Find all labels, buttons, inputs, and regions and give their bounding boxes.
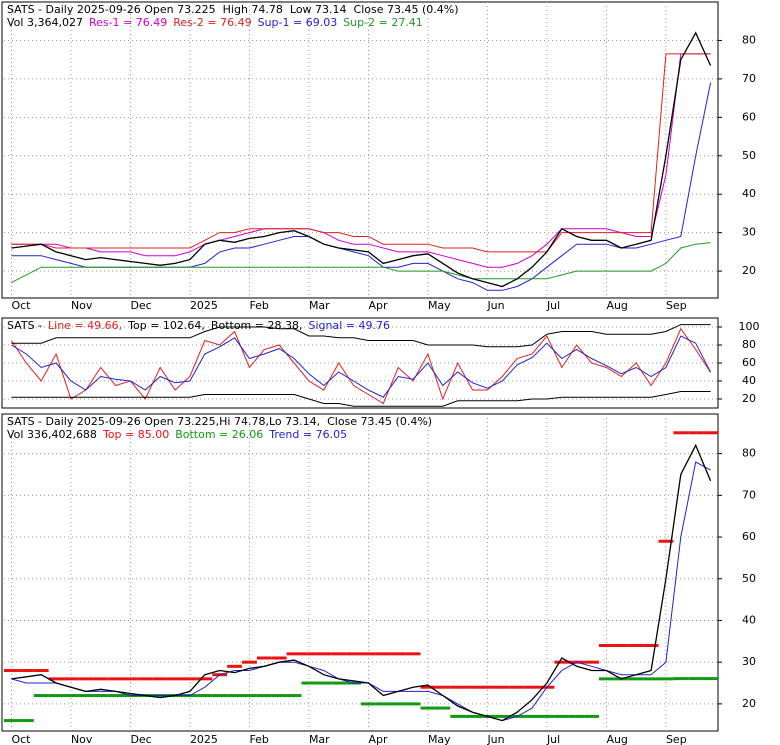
x-tick-label: Feb <box>249 733 268 745</box>
y-tick-label: 80 <box>742 338 756 351</box>
x-tick-label: Sep <box>666 299 687 312</box>
series-line <box>11 53 711 253</box>
legend-entry: Sup-1 = 69.03 <box>257 16 338 29</box>
legend-entry: Sup-2 = 27.41 <box>343 16 423 29</box>
x-tick-label: 2025 <box>190 733 218 745</box>
series-line <box>10 327 712 405</box>
series-line <box>11 461 711 722</box>
header-row: SATS - Daily 2025-09-26 Open 73.225 High… <box>7 3 465 16</box>
panel-header: SATS - Daily 2025-09-26 Open 73.225,Hi 7… <box>7 415 438 441</box>
y-tick-label: 80 <box>742 33 756 46</box>
x-tick-label: Aug <box>606 733 627 745</box>
y-tick-label: 20 <box>742 264 756 277</box>
series-line <box>11 53 711 268</box>
y-tick-label: 70 <box>742 72 756 85</box>
panel-frame <box>1 1 719 299</box>
x-tick-label: Jul <box>546 733 560 745</box>
legend-entry: Bottom = 28.38, <box>210 319 303 332</box>
x-tick-label: Dec <box>130 733 151 745</box>
x-tick-label: Oct <box>11 733 31 745</box>
x-tick-label: Nov <box>71 299 93 312</box>
legend-entry: Trend = 76.05 <box>269 428 348 441</box>
y-tick-label: 70 <box>742 488 756 501</box>
y-tick-label: 30 <box>742 226 756 239</box>
y-tick-label: 50 <box>742 572 756 585</box>
header-row: Vol 336,402,688 Top = 85.00 Bottom = 26.06… <box>7 428 438 441</box>
panel-header: SATS - Line = 49.66, Top = 102.64, Bottom =… <box>7 319 396 332</box>
header-title: SATS - Daily 2025-09-26 Open 73.225 High… <box>7 3 459 16</box>
header-subtitle: Vol 336,402,688 <box>7 428 97 441</box>
legend-entry: Signal = 49.76 <box>308 319 390 332</box>
y-tick-label: 20 <box>742 697 756 710</box>
x-tick-label: May <box>428 299 451 312</box>
x-tick-label: Dec <box>130 299 151 312</box>
header-row: SATS - Daily 2025-09-26 Open 73.225,Hi 7… <box>7 415 438 428</box>
legend-entry: Line = 49.66, <box>48 319 123 332</box>
legend-entry: Res-2 = 76.49 <box>173 16 252 29</box>
x-tick-label: Apr <box>368 299 388 312</box>
x-tick-label: May <box>428 733 451 745</box>
x-tick-label: Apr <box>368 733 388 745</box>
y-tick-label: 40 <box>742 613 756 626</box>
y-tick-label: 60 <box>742 530 756 543</box>
header-title: SATS - <box>7 319 43 332</box>
panel-header: SATS - Daily 2025-09-26 Open 73.225 High… <box>7 3 465 29</box>
y-tick-label: 50 <box>742 149 756 162</box>
y-tick-label: 60 <box>742 356 756 369</box>
y-tick-label: 30 <box>742 655 756 668</box>
x-tick-label: Jul <box>546 299 560 312</box>
header-row: Vol 3,364,027 Res-1 = 76.49 Res-2 = 76.49 S… <box>7 16 465 29</box>
series-line <box>11 391 711 407</box>
y-tick-label: 100 <box>739 320 760 333</box>
x-tick-label: 2025 <box>190 299 218 312</box>
y-tick-label: 40 <box>742 374 756 387</box>
x-tick-label: Sep <box>666 733 687 745</box>
x-tick-label: Jun <box>486 299 504 312</box>
x-tick-label: Aug <box>606 299 627 312</box>
series-line <box>11 335 712 398</box>
y-tick-label: 20 <box>742 392 756 405</box>
series-line <box>11 324 711 348</box>
y-tick-label: 60 <box>742 110 756 123</box>
legend-entry: Bottom = 26.06 <box>175 428 264 441</box>
x-tick-label: Oct <box>11 299 31 312</box>
x-tick-label: Feb <box>249 299 268 312</box>
x-tick-label: Mar <box>309 733 330 745</box>
header-title: SATS - Daily 2025-09-26 Open 73.225,Hi 7… <box>7 415 433 428</box>
legend-entry: Res-1 = 76.49 <box>88 16 168 29</box>
legend-entry: Top = 102.64, <box>128 319 205 332</box>
y-tick-label: 80 <box>742 447 756 460</box>
panel-frame <box>1 413 719 732</box>
x-tick-label: Nov <box>71 733 93 745</box>
header-row: SATS - Line = 49.66, Top = 102.64, Bottom =… <box>7 319 396 332</box>
header-subtitle: Vol 3,364,027 <box>7 16 83 29</box>
y-tick-label: 40 <box>742 187 756 200</box>
price-line <box>11 443 712 722</box>
x-tick-label: Jun <box>486 733 504 745</box>
price-line <box>11 31 712 288</box>
legend-entry: Top = 85.00 <box>102 428 170 441</box>
x-tick-label: Mar <box>309 299 330 312</box>
series-line <box>11 242 711 284</box>
